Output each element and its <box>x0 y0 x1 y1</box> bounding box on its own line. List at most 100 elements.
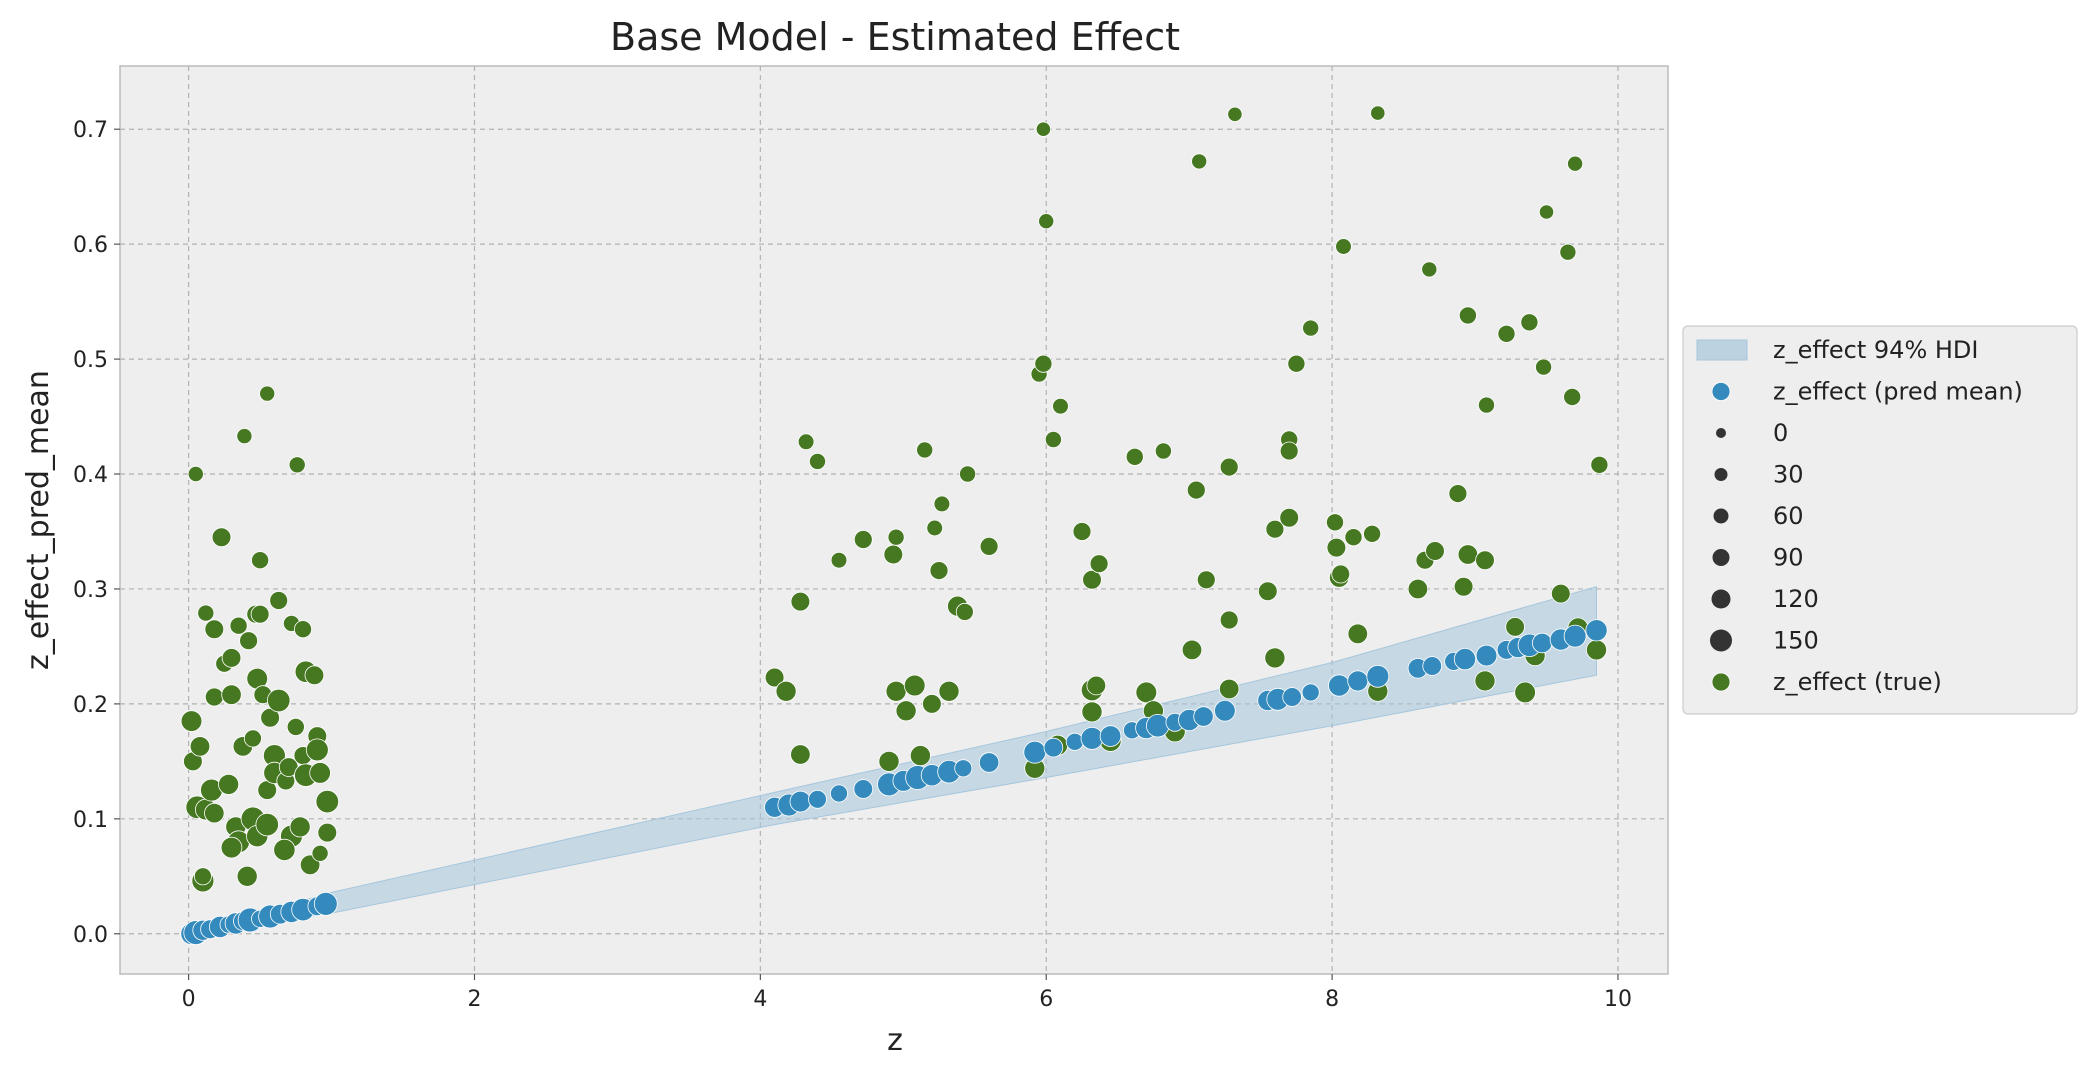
true-point <box>1478 396 1496 414</box>
true-point <box>878 750 900 772</box>
true-point <box>895 700 917 722</box>
true-point <box>221 684 242 705</box>
pred-mean-point <box>978 752 1000 773</box>
true-point <box>259 385 276 402</box>
true-point <box>204 687 224 707</box>
true-point <box>304 665 325 685</box>
true-point <box>221 648 242 668</box>
true-point <box>1052 397 1069 415</box>
pred-mean-point <box>808 789 827 809</box>
pred-mean-point <box>1347 670 1369 692</box>
pred-mean-point <box>1328 674 1351 697</box>
true-point <box>1563 387 1582 406</box>
true-point <box>809 452 827 470</box>
pred-mean-point <box>1193 706 1214 727</box>
true-point <box>1265 519 1285 539</box>
plot-area <box>119 65 1669 975</box>
y-axis-label: z_effect_pred_mean <box>21 370 56 670</box>
true-point <box>1218 678 1240 700</box>
true-point <box>1154 442 1172 460</box>
chart-title: Base Model - Estimated Effect <box>610 15 1180 59</box>
pred-mean-point <box>1422 656 1442 676</box>
true-point <box>887 528 905 546</box>
pred-mean-point <box>1282 687 1302 707</box>
pred-mean-point <box>1065 732 1084 751</box>
pred-mean-point <box>1475 644 1498 667</box>
true-point <box>1035 121 1052 137</box>
true-point <box>204 619 225 639</box>
true-point <box>1538 204 1555 220</box>
legend-pred-swatch <box>1711 382 1731 401</box>
x-tick-label: 0 <box>182 987 196 1012</box>
true-point <box>1590 455 1609 474</box>
pred-mean-point <box>1563 624 1587 648</box>
true-point <box>1421 261 1438 278</box>
true-point <box>979 537 999 556</box>
pred-mean-point <box>1366 664 1390 688</box>
true-point <box>1425 541 1445 561</box>
pred-mean-point <box>1531 632 1553 654</box>
true-point <box>269 591 289 610</box>
true-point <box>1125 447 1144 466</box>
legend-label: 60 <box>1773 502 1804 530</box>
true-point <box>1258 581 1278 602</box>
y-tick-label: 0.7 <box>73 118 108 143</box>
pred-mean-point <box>1301 683 1320 702</box>
legend-size-swatch <box>1713 508 1729 524</box>
true-point <box>1448 484 1468 504</box>
true-point <box>236 428 253 445</box>
true-point <box>1475 550 1495 570</box>
pred-mean-point <box>789 790 812 813</box>
x-axis-ticks: 0 2 4 6 8 10 <box>182 974 1632 1012</box>
pred-mean-point <box>1214 699 1236 722</box>
true-point <box>1279 441 1299 461</box>
legend-size-swatch <box>1716 428 1726 438</box>
pred-mean-point <box>954 759 973 778</box>
true-point <box>243 729 262 748</box>
true-point <box>1227 106 1243 122</box>
legend-size-swatch <box>1712 549 1730 566</box>
true-point <box>1082 569 1102 590</box>
true-point <box>311 844 329 862</box>
true-point <box>797 433 815 451</box>
pred-mean-point <box>1023 740 1047 764</box>
true-point <box>189 736 211 757</box>
true-point <box>1072 522 1092 541</box>
true-point <box>1347 623 1369 645</box>
legend-size-swatch <box>1714 468 1728 481</box>
true-point <box>955 602 974 621</box>
legend-label: z_effect (pred mean) <box>1773 378 2023 406</box>
true-point <box>959 465 977 483</box>
true-point <box>1407 578 1429 600</box>
true-point <box>273 838 296 862</box>
true-point <box>218 773 240 795</box>
true-point <box>853 530 873 549</box>
true-point <box>790 591 811 612</box>
true-point <box>933 495 951 513</box>
true-point <box>293 620 312 639</box>
true-point <box>926 519 943 537</box>
true-point <box>236 865 258 887</box>
true-point <box>1264 647 1286 669</box>
true-point <box>288 456 306 474</box>
true-point <box>1497 324 1516 343</box>
legend-size-swatch <box>1711 589 1731 609</box>
legend-true-swatch <box>1711 672 1731 692</box>
true-point <box>1186 480 1206 500</box>
true-point <box>187 465 204 482</box>
legend-box <box>1682 325 2078 715</box>
true-point <box>1567 155 1584 172</box>
legend-hdi-swatch <box>1696 339 1748 361</box>
true-point <box>1196 570 1216 590</box>
true-point <box>289 816 311 838</box>
pred-mean-point <box>1043 737 1064 758</box>
true-point <box>1279 507 1299 528</box>
true-point <box>1335 238 1352 255</box>
true-point <box>220 836 243 859</box>
legend-label: 0 <box>1773 419 1788 447</box>
true-point <box>903 674 926 697</box>
pred-mean-point <box>853 779 874 799</box>
true-point <box>1453 576 1474 597</box>
true-point <box>938 680 960 702</box>
